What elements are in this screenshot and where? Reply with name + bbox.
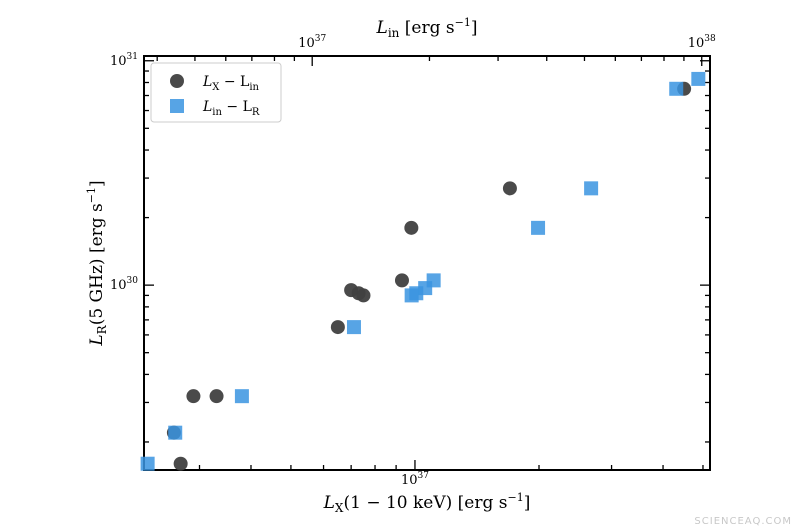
lin-lr-point-3 xyxy=(346,320,361,335)
lx-lin-point-7 xyxy=(356,288,371,303)
lx-lin-point-2 xyxy=(186,389,201,404)
legend-marker-square xyxy=(170,99,184,113)
lin-lr-point-2 xyxy=(234,389,249,404)
data-points xyxy=(140,71,706,471)
legend-label-lin-lr: Lin − LR xyxy=(202,99,260,118)
lin-lr-point-7 xyxy=(426,273,441,288)
y-axis-title: LR(5 GHz) [erg s−1] xyxy=(85,180,109,346)
x-tick-label: 1037 xyxy=(401,471,429,488)
top-x-axis-title: Lin [erg s−1] xyxy=(376,16,478,40)
x-axis-title: LX(1 − 10 keV) [erg s−1] xyxy=(323,491,531,515)
legend-marker-circle xyxy=(170,74,184,88)
lin-lr-point-8 xyxy=(531,220,546,235)
lx-lin-point-4 xyxy=(330,320,345,335)
lx-lin-point-10 xyxy=(502,181,517,196)
legend: LX − Lin Lin − LR xyxy=(150,62,282,123)
lin-lr-point-11 xyxy=(691,71,706,86)
lx-lin-point-1 xyxy=(173,456,188,471)
lin-lr-point-0 xyxy=(140,456,155,471)
lx-lin-point-9 xyxy=(404,220,419,235)
lx-lin-point-8 xyxy=(394,273,409,288)
lin-lr-point-9 xyxy=(584,181,599,196)
y-tick-label: 1030 xyxy=(110,276,138,293)
lx-lin-point-3 xyxy=(209,389,224,404)
y-tick-label: 1031 xyxy=(110,52,138,69)
legend-label-lx-lin: LX − Lin xyxy=(202,74,260,93)
axis-ticks xyxy=(144,56,710,470)
x2-tick-label: 1037 xyxy=(298,34,326,51)
watermark: SCIENCEAQ.COM xyxy=(694,516,792,527)
lin-lr-point-10 xyxy=(669,81,684,96)
x2-tick-label: 1038 xyxy=(688,34,716,51)
plot-frame xyxy=(143,55,711,471)
lin-lr-point-1 xyxy=(168,425,183,440)
axis-tick-labels: 1037 1037 1038 1030 1031 xyxy=(110,34,716,488)
